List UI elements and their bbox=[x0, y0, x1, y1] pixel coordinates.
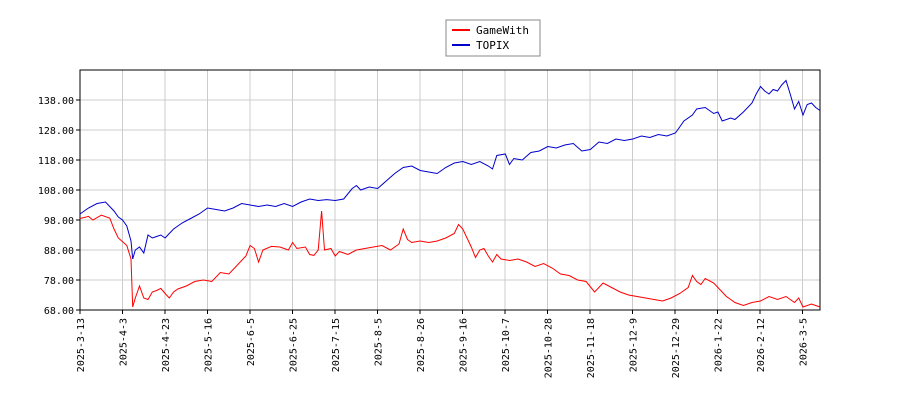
series-line-topix bbox=[79, 79, 821, 260]
x-tick-label: 2025-11-18 bbox=[586, 318, 597, 378]
legend: GameWith TOPIX bbox=[445, 19, 541, 57]
y-tick-label: 108.00 bbox=[38, 186, 74, 197]
legend-box bbox=[445, 19, 541, 57]
x-tick-label: 2025-10-28 bbox=[544, 318, 555, 378]
x-tick-label: 2025-8-5 bbox=[374, 318, 385, 366]
x-tick-label: 2026-3-5 bbox=[799, 318, 810, 366]
y-tick-label: 68.00 bbox=[44, 306, 74, 317]
x-tick-label: 2025-6-25 bbox=[289, 318, 300, 372]
x-tick-label: 2025-8-26 bbox=[416, 318, 427, 372]
x-tick-label: 2025-7-15 bbox=[331, 318, 342, 372]
x-axis: 2025-3-13 2025-4-3 2025-4-23 2025-5-16 2025-… bbox=[76, 310, 810, 378]
x-tick-label: 2026-2-12 bbox=[756, 318, 767, 372]
x-tick-label: 2025-3-13 bbox=[76, 318, 87, 372]
x-tick-label: 2025-5-16 bbox=[204, 318, 215, 372]
x-tick-label: 2025-12-29 bbox=[671, 318, 682, 378]
series-line-gamewith bbox=[79, 210, 821, 308]
x-tick-label: 2025-6-5 bbox=[246, 318, 257, 366]
y-axis: 68.00 78.00 88.00 98.00 108.00 118.00 128.00 13… bbox=[38, 96, 80, 317]
y-tick-label: 78.00 bbox=[44, 276, 74, 287]
legend-label: TOPIX bbox=[476, 39, 509, 52]
x-tick-label: 2025-12-9 bbox=[629, 318, 640, 372]
y-tick-label: 88.00 bbox=[44, 246, 74, 257]
y-tick-label: 128.00 bbox=[38, 126, 74, 137]
y-tick-label: 118.00 bbox=[38, 156, 74, 167]
grid bbox=[79, 70, 820, 311]
series-layer bbox=[79, 79, 821, 308]
x-tick-label: 2025-4-3 bbox=[119, 318, 130, 366]
x-tick-label: 2025-9-16 bbox=[459, 318, 470, 372]
x-tick-label: 2025-10-7 bbox=[501, 318, 512, 372]
legend-label: GameWith bbox=[476, 24, 529, 37]
y-tick-label: 98.00 bbox=[44, 216, 74, 227]
y-tick-label: 138.00 bbox=[38, 96, 74, 107]
x-tick-label: 2026-1-22 bbox=[714, 318, 725, 372]
x-tick-label: 2025-4-23 bbox=[161, 318, 172, 372]
